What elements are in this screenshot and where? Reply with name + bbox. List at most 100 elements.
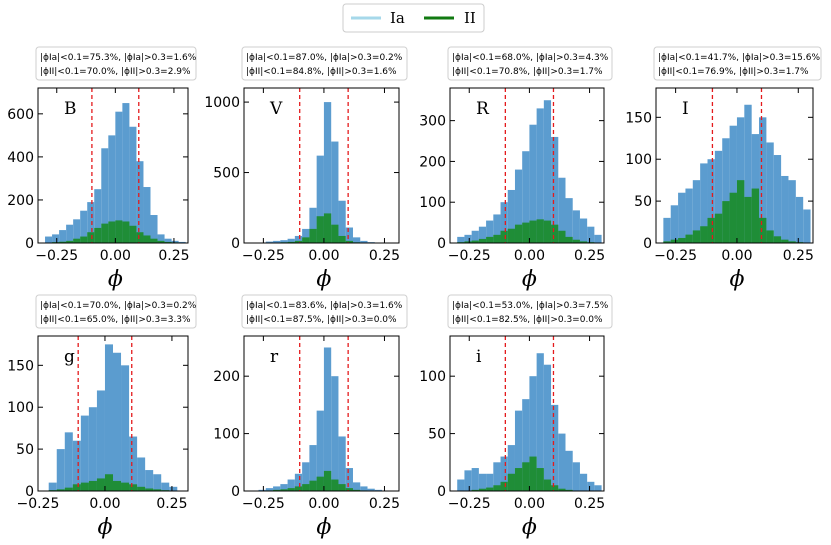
bar-ia (514, 410, 523, 491)
bar-ia (486, 473, 494, 491)
bar-ia (678, 192, 686, 243)
bar-ia (529, 376, 537, 491)
bar-ii (145, 488, 154, 491)
bar-ia (579, 218, 588, 243)
bar-ia (500, 202, 508, 243)
axes-frame (449, 87, 605, 244)
bar-ia (323, 347, 332, 491)
bar-ii (464, 241, 472, 243)
bar-ii (64, 487, 73, 491)
bar-ii (280, 489, 288, 491)
x-axis-label: ϕ (522, 515, 537, 540)
bar-ii (136, 232, 144, 243)
y-tick-label: 0 (231, 484, 240, 500)
bar-ii (338, 235, 346, 243)
bar-ii (345, 240, 353, 243)
bar-ii (345, 488, 353, 491)
bar-ia (169, 486, 178, 491)
x-tick-label: 0.25 (783, 248, 814, 264)
bar-ia (536, 108, 544, 243)
bar-ii (729, 192, 737, 243)
bar-ii (338, 484, 346, 491)
bar-ia (572, 462, 580, 491)
panel-title-box: |ϕIa|<0.1=75.3%, |ϕIa|>0.3=1.6% |ϕII|<0.1… (35, 46, 197, 81)
bar-ii (507, 228, 515, 243)
bar-ia (714, 150, 723, 243)
bar-ii (129, 484, 138, 491)
title-line: |ϕII|<0.1=84.8%, |ϕII|>0.3=1.6% (246, 67, 397, 77)
x-tick-label: 0.25 (158, 248, 189, 264)
bar-ii (104, 474, 113, 491)
bar-ia (178, 241, 186, 243)
bar-ia (302, 228, 310, 243)
panel-B: |ϕIa|<0.1=75.3%, |ϕIa|>0.3=1.6% |ϕII|<0.1… (7, 46, 197, 292)
bar-ii (692, 230, 701, 243)
bar-ia (80, 415, 89, 491)
x-tick-label: 0.25 (574, 496, 605, 512)
bar-ii (72, 484, 81, 491)
bar-ia (157, 234, 165, 243)
y-tick-label: 200 (419, 154, 446, 170)
bar-ia (594, 234, 602, 243)
bar-ii (678, 237, 686, 243)
bar-ia (129, 126, 137, 243)
title-frame (35, 294, 197, 329)
bar-ii (572, 239, 580, 243)
bar-ia (587, 226, 595, 243)
bar-ia (302, 462, 310, 491)
bar-ia (529, 124, 537, 243)
y-tick-label: 100 (419, 369, 446, 385)
title-line: |ϕIa|<0.1=53.0%, |ϕIa|>0.3=7.5% (452, 301, 609, 311)
title-line: |ϕIa|<0.1=83.6%, |ϕIa|>0.3=1.6% (246, 301, 403, 311)
bar-ii (143, 235, 151, 243)
bar-ii (302, 237, 310, 243)
bar-ia (280, 240, 288, 243)
x-tick-label: −0.25 (17, 496, 60, 512)
panel-r: |ϕIa|<0.1=83.6%, |ϕIa|>0.3=1.6% |ϕII|<0.1… (213, 294, 408, 540)
legend-label-ia: Ia (390, 9, 405, 27)
bar-ii (316, 476, 324, 491)
bar-ia (788, 180, 796, 243)
bar-ii (331, 479, 339, 491)
bar-ia (137, 457, 146, 491)
band-label: V (269, 99, 283, 119)
bar-ii (522, 222, 530, 243)
bar-ii (323, 213, 332, 243)
bar-ii (565, 236, 573, 243)
bars (457, 100, 602, 243)
x-axis-label: ϕ (108, 267, 123, 292)
bar-ii (714, 213, 723, 243)
bar-ia (287, 479, 295, 491)
title-frame (447, 46, 613, 81)
bar-ia (101, 148, 109, 243)
bar-ia (579, 473, 588, 491)
axes-frame (243, 335, 400, 492)
bar-ia (316, 155, 324, 243)
title-line: |ϕII|<0.1=87.5%, |ϕII|>0.3=0.0% (246, 315, 397, 325)
panel-i: |ϕIa|<0.1=53.0%, |ϕIa|>0.3=7.5% |ϕII|<0.1… (419, 294, 613, 540)
x-axis-label: ϕ (97, 515, 112, 540)
chart-panels: |ϕIa|<0.1=75.3%, |ϕIa|>0.3=1.6% |ϕII|<0.1… (7, 46, 822, 540)
bar-ii (80, 236, 88, 243)
bar-ia (803, 209, 811, 243)
bar-ia (345, 468, 353, 491)
bar-ii (500, 230, 508, 243)
x-tick-label: 0.25 (156, 496, 187, 512)
title-frame (35, 46, 197, 81)
bar-ii (94, 227, 102, 243)
bar-ii (157, 240, 165, 243)
bar-ii (788, 241, 796, 243)
title-line: |ϕIa|<0.1=75.3%, |ϕIa|>0.3=1.6% (40, 53, 197, 63)
x-tick-label: −0.25 (654, 248, 697, 264)
bar-ia (294, 235, 303, 243)
y-tick-label: 1000 (204, 95, 240, 111)
bar-ia (309, 207, 317, 243)
bar-ia (122, 103, 130, 243)
y-tick-label: 100 (213, 427, 240, 443)
bar-ii (500, 481, 508, 491)
bar-ia (64, 432, 73, 491)
bar-ia (471, 468, 479, 491)
bar-ii (507, 473, 515, 491)
bar-ia (309, 445, 317, 491)
